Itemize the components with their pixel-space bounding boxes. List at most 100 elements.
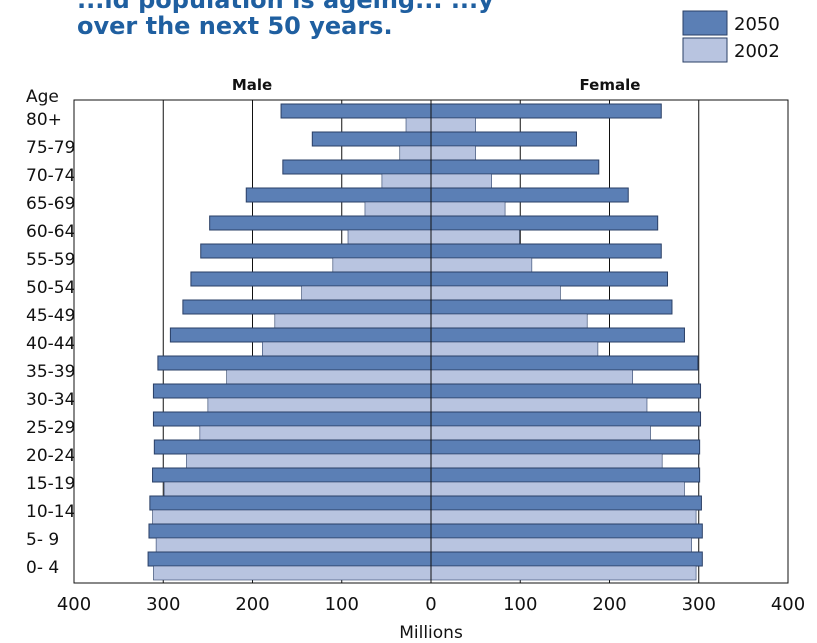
bar-2050-female: [430, 467, 701, 483]
bar-2050-female: [430, 355, 699, 371]
bar-2002-female: [430, 117, 476, 133]
bar-2002-male: [153, 565, 432, 581]
bar-2050-female: [430, 187, 629, 203]
bar-2050-male: [182, 299, 432, 315]
legend-label-2002: 2002: [734, 41, 780, 62]
age-group-label: 5- 9: [26, 530, 59, 550]
age-group-label: 10-14: [26, 502, 75, 522]
bar-2050-male: [245, 187, 432, 203]
legend: 2050 2002: [682, 10, 780, 63]
x-tick-label: 300: [146, 594, 180, 615]
bar-2002-male: [152, 509, 432, 525]
bar-2002-female: [430, 397, 648, 413]
bar-2002-female: [430, 173, 492, 189]
bar-2050-female: [430, 495, 702, 511]
age-group-label: 80+: [26, 110, 62, 130]
age-group-label: 45-49: [26, 306, 75, 326]
age-labels: 80+ 75-79 70-74 65-69 60-64 55-59 50-54 45-49 40…: [26, 110, 75, 578]
bar-2050-male: [152, 383, 432, 399]
bar-2002-male: [347, 229, 432, 245]
bar-2002-male: [163, 481, 432, 497]
bar-2050-female: [430, 159, 600, 175]
bar-2050-male: [311, 131, 432, 147]
bar-2002-male: [364, 201, 432, 217]
bar-2050-female: [430, 215, 659, 231]
bar-2050-male: [153, 439, 432, 455]
age-group-label: 30-34: [26, 390, 75, 410]
x-tick-label: 100: [325, 594, 359, 615]
x-tick-label: 300: [682, 594, 716, 615]
bar-2050-female: [430, 439, 701, 455]
bar-2002-female: [430, 369, 634, 385]
x-tick-labels: 400 300 200 100 0 100 200 300 400: [57, 594, 805, 615]
bar-2050-female: [430, 243, 662, 259]
bar-2002-male: [332, 257, 432, 273]
bar-2002-female: [430, 313, 588, 329]
bar-2050-female: [430, 327, 685, 343]
male-label: Male: [232, 76, 272, 94]
bar-2002-female: [430, 565, 697, 581]
x-tick-label: 100: [503, 594, 537, 615]
bar-2002-female: [430, 341, 599, 357]
bar-2050-male: [147, 551, 432, 567]
age-group-label: 20-24: [26, 446, 75, 466]
x-tick-label: 0: [425, 594, 436, 615]
bar-2050-male: [157, 355, 432, 371]
bar-2002-male: [199, 425, 432, 441]
age-group-label: 15-19: [26, 474, 75, 494]
bar-2050-male: [152, 411, 432, 427]
age-group-label: 25-29: [26, 418, 75, 438]
bar-2002-female: [430, 537, 692, 553]
female-label: Female: [580, 76, 641, 94]
bar-2050-female: [430, 411, 702, 427]
bar-2002-female: [430, 509, 697, 525]
legend-label-2050: 2050: [734, 14, 780, 35]
bar-2050-male: [148, 523, 432, 539]
bar-2002-female: [430, 229, 520, 245]
bar-2002-male: [301, 285, 432, 301]
bar-2002-male: [155, 537, 432, 553]
bar-2050-male: [169, 327, 432, 343]
bar-2050-female: [430, 523, 703, 539]
bar-2050-female: [430, 383, 702, 399]
chart-title-line1: ...ld population is ageing... ...y: [77, 0, 494, 14]
bar-2002-male: [226, 369, 432, 385]
bar-2002-female: [430, 453, 663, 469]
legend-swatch-2002: [682, 37, 728, 63]
bar-2002-female: [430, 285, 561, 301]
bar-2002-male: [405, 117, 432, 133]
bars: [147, 103, 703, 581]
bar-2050-female: [430, 103, 662, 119]
y-axis-title: Age: [26, 87, 59, 107]
age-group-label: 35-39: [26, 362, 75, 382]
bar-2002-female: [430, 257, 533, 273]
bar-2002-female: [430, 201, 506, 217]
bar-2002-male: [381, 173, 432, 189]
age-group-label: 70-74: [26, 166, 75, 186]
age-group-label: 60-64: [26, 222, 75, 242]
age-group-label: 40-44: [26, 334, 75, 354]
chart-title-line2: over the next 50 years.: [77, 12, 393, 40]
bar-2002-male: [274, 313, 432, 329]
bar-2050-female: [430, 131, 577, 147]
age-group-label: 50-54: [26, 278, 75, 298]
bar-2002-male: [186, 453, 432, 469]
age-group-label: 65-69: [26, 194, 75, 214]
bar-2050-male: [280, 103, 432, 119]
age-group-label: 0- 4: [26, 558, 59, 578]
x-axis-title: Millions: [399, 623, 463, 643]
bar-2050-male: [152, 467, 432, 483]
legend-swatch-2050: [682, 10, 728, 36]
x-tick-label: 400: [57, 594, 91, 615]
bar-2002-female: [430, 425, 651, 441]
bar-2002-male: [207, 397, 432, 413]
bar-2002-male: [399, 145, 432, 161]
bar-2002-male: [262, 341, 432, 357]
bar-2002-female: [430, 481, 685, 497]
bar-2002-female: [430, 145, 476, 161]
bar-2050-male: [190, 271, 432, 287]
bar-2050-female: [430, 551, 703, 567]
x-tick-label: 200: [592, 594, 626, 615]
bar-2050-male: [200, 243, 432, 259]
